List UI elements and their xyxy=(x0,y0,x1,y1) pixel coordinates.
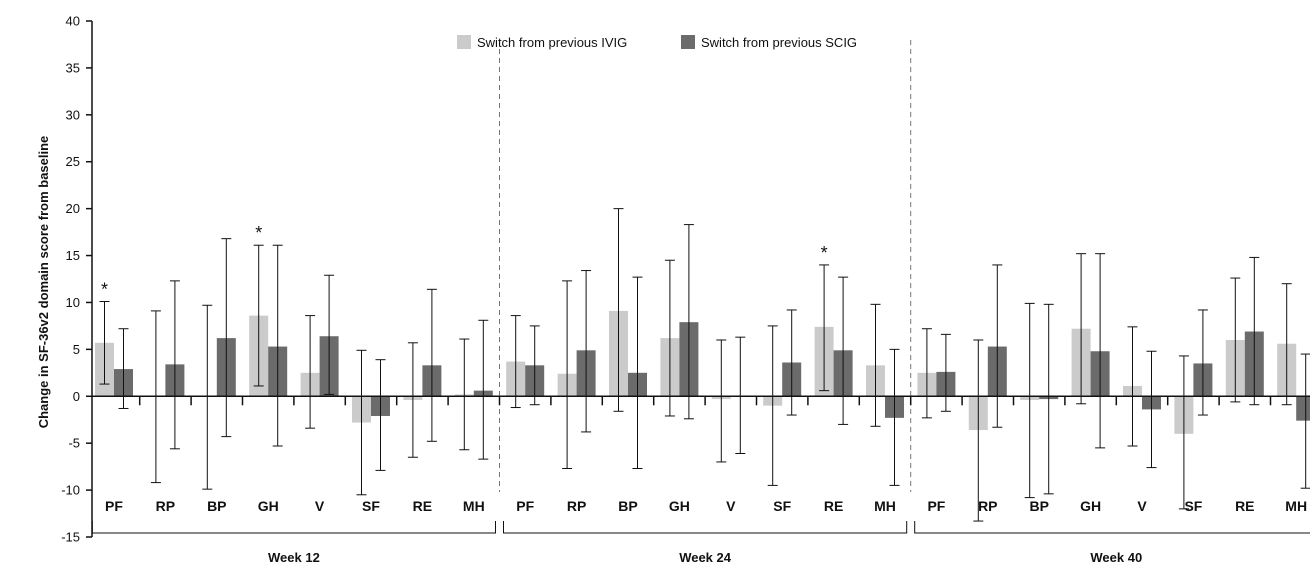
category-label-bp: BP xyxy=(618,498,637,514)
category-label-re: RE xyxy=(824,498,843,514)
significance-marker: * xyxy=(821,243,828,263)
category-label-bp: BP xyxy=(1029,498,1048,514)
category-label-pf: PF xyxy=(105,498,123,514)
y-tick-label: 35 xyxy=(66,60,80,75)
legend: Switch from previous IVIG Switch from pre… xyxy=(457,35,857,50)
category-label-gh: GH xyxy=(258,498,279,514)
category-label-gh: GH xyxy=(669,498,690,514)
y-tick-label: -10 xyxy=(61,483,80,498)
legend-swatch-ivig xyxy=(457,35,471,49)
category-label-re: RE xyxy=(1235,498,1254,514)
y-tick-label: 15 xyxy=(66,248,80,263)
legend-swatch-scig xyxy=(681,35,695,49)
category-label-rp: RP xyxy=(978,498,997,514)
y-tick-label: 0 xyxy=(73,389,80,404)
category-label-mh: MH xyxy=(874,498,896,514)
significance-marker: * xyxy=(255,223,262,243)
y-tick-label: 40 xyxy=(66,14,80,29)
category-label-v: V xyxy=(315,498,325,514)
category-label-sf: SF xyxy=(362,498,380,514)
bar-scig-mh xyxy=(1296,396,1310,421)
y-tick-label: 25 xyxy=(66,154,80,169)
legend-label-ivig: Switch from previous IVIG xyxy=(477,35,627,50)
category-label-re: RE xyxy=(413,498,432,514)
y-axis-label: Change in SF-36v2 domain score from base… xyxy=(36,136,51,429)
legend-label-scig: Switch from previous SCIG xyxy=(701,35,857,50)
y-tick-label: -15 xyxy=(61,530,80,545)
group-label-week: Week 12 xyxy=(268,550,320,565)
category-label-v: V xyxy=(726,498,736,514)
group-bracket xyxy=(91,521,496,534)
y-tick-label: 5 xyxy=(73,342,80,357)
category-label-rp: RP xyxy=(156,498,175,514)
category-label-gh: GH xyxy=(1080,498,1101,514)
category-label-pf: PF xyxy=(516,498,534,514)
group-label-week: Week 40 xyxy=(1090,550,1142,565)
category-label-pf: PF xyxy=(927,498,945,514)
y-tick-label: 30 xyxy=(66,107,80,122)
group-bracket xyxy=(503,521,908,534)
category-label-bp: BP xyxy=(207,498,226,514)
y-tick-label: -5 xyxy=(68,436,80,451)
category-label-rp: RP xyxy=(567,498,586,514)
category-label-v: V xyxy=(1137,498,1147,514)
group-bracket xyxy=(914,521,1310,534)
category-label-mh: MH xyxy=(463,498,485,514)
category-label-sf: SF xyxy=(773,498,791,514)
category-label-mh: MH xyxy=(1285,498,1307,514)
y-tick-label: 10 xyxy=(66,295,80,310)
y-tick-label: 20 xyxy=(66,201,80,216)
group-label-week: Week 24 xyxy=(679,550,732,565)
category-label-sf: SF xyxy=(1184,498,1202,514)
significance-marker: * xyxy=(101,280,108,300)
